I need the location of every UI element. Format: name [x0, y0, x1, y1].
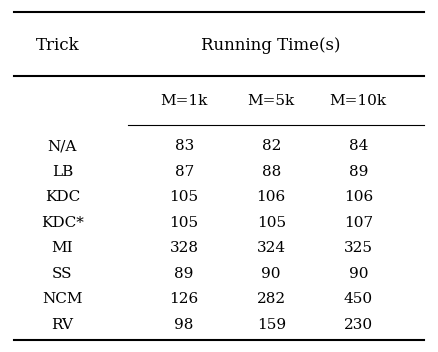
Text: 126: 126 — [170, 292, 199, 306]
Text: LB: LB — [52, 165, 73, 179]
Text: 82: 82 — [261, 139, 281, 153]
Text: 230: 230 — [344, 318, 373, 332]
Text: 105: 105 — [257, 216, 286, 230]
Text: SS: SS — [52, 267, 73, 281]
Text: 106: 106 — [257, 190, 286, 204]
Text: Trick: Trick — [36, 37, 80, 54]
Text: 282: 282 — [257, 292, 286, 306]
Text: 88: 88 — [261, 165, 281, 179]
Text: N/A: N/A — [48, 139, 77, 153]
Text: 89: 89 — [174, 267, 194, 281]
Text: 159: 159 — [257, 318, 286, 332]
Text: 89: 89 — [349, 165, 368, 179]
Text: 324: 324 — [257, 241, 286, 255]
Text: 107: 107 — [344, 216, 373, 230]
Text: 450: 450 — [344, 292, 373, 306]
Text: 84: 84 — [349, 139, 368, 153]
Text: M=1k: M=1k — [160, 94, 208, 108]
Text: 90: 90 — [349, 267, 368, 281]
Text: Running Time(s): Running Time(s) — [201, 37, 341, 54]
Text: 90: 90 — [261, 267, 281, 281]
Text: 98: 98 — [174, 318, 194, 332]
Text: 87: 87 — [175, 165, 194, 179]
Text: 105: 105 — [170, 190, 199, 204]
Text: 325: 325 — [344, 241, 373, 255]
Text: MI: MI — [52, 241, 73, 255]
Text: KDC: KDC — [45, 190, 80, 204]
Text: 105: 105 — [170, 216, 199, 230]
Text: 106: 106 — [344, 190, 373, 204]
Text: KDC*: KDC* — [41, 216, 84, 230]
Text: NCM: NCM — [42, 292, 83, 306]
Text: M=10k: M=10k — [330, 94, 387, 108]
Text: RV: RV — [51, 318, 73, 332]
Text: 83: 83 — [175, 139, 194, 153]
Text: 328: 328 — [170, 241, 199, 255]
Text: M=5k: M=5k — [247, 94, 295, 108]
